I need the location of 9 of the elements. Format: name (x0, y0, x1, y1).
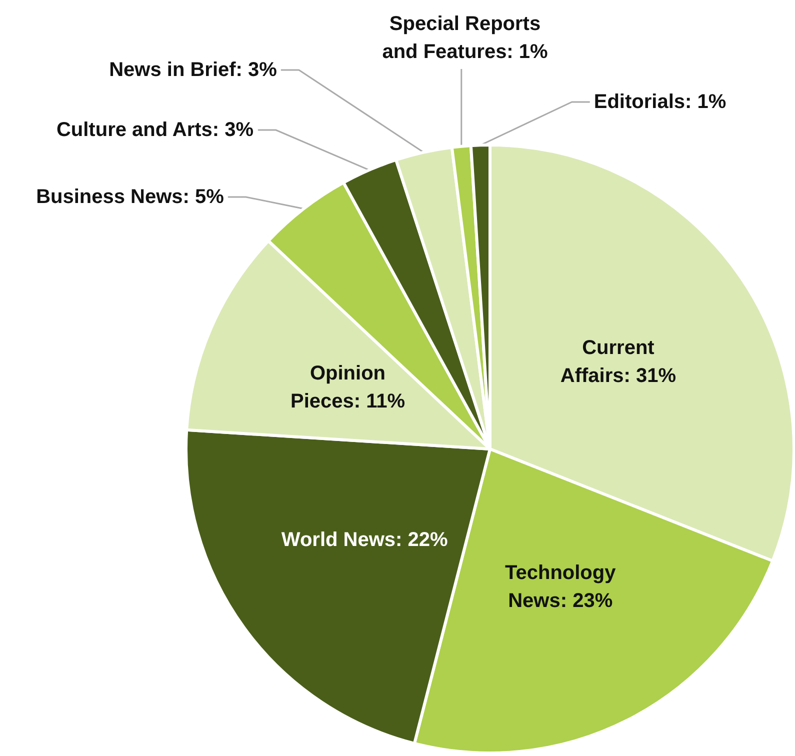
slice-label: Business News: 5% (36, 186, 224, 208)
slice-label: Culture and Arts: 3% (56, 119, 254, 141)
slice-label: Current Affairs: 31% (560, 336, 676, 387)
slice-label: World News: 22% (281, 529, 448, 552)
slice-label: Editorials: 1% (594, 91, 726, 113)
slice-label: Opinion Pieces: 11% (290, 362, 406, 412)
slice-label: News in Brief: 3% (109, 59, 278, 81)
slice-label: Special Reports and Features: 1% (382, 13, 548, 63)
slice-label: Technology News: 23% (504, 562, 617, 612)
